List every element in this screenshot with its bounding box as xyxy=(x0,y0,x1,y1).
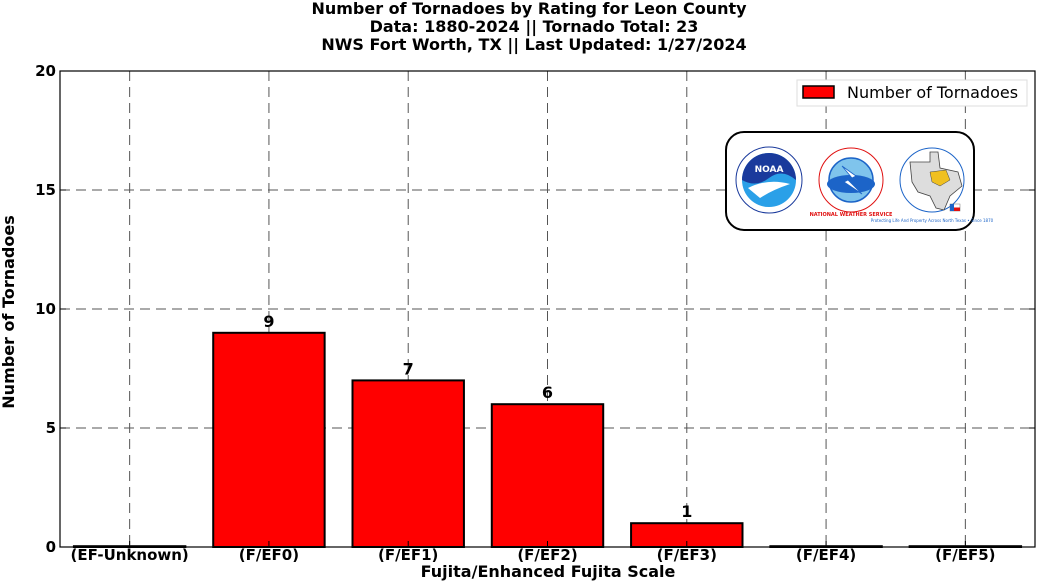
logos-panel: NOAA NATIONAL WEATHER SERVICE Protecting… xyxy=(725,131,994,231)
bar-f-ef2 xyxy=(490,403,605,549)
legend-box xyxy=(796,79,1028,107)
data-label-layer: 9 7 6 1 xyxy=(263,312,692,521)
y-tick-label: 0 xyxy=(46,538,56,556)
y-tick-label: 5 xyxy=(46,419,56,437)
x-tick-layer: (EF-Unknown) (F/EF0) (F/EF1) (F/EF2) (F/EF3)… xyxy=(70,541,996,564)
bar-value-label: 9 xyxy=(263,312,274,331)
x-tick-label: (F/EF1) xyxy=(378,546,438,564)
y-tick-label: 10 xyxy=(35,300,56,318)
bar-f-ef1 xyxy=(351,379,465,548)
bar-value-label: 7 xyxy=(403,359,414,378)
x-tick-label: (F/EF2) xyxy=(517,546,577,564)
y-tick-layer: 0 5 10 15 20 xyxy=(35,62,1035,556)
chart-title-line-2: Data: 1880-2024 || Tornado Total: 23 xyxy=(370,17,699,37)
bar-value-label: 6 xyxy=(542,383,553,402)
y-axis-label: Number of Tornadoes xyxy=(0,215,18,408)
legend-swatch xyxy=(802,85,835,99)
noaa-logo-text: NOAA xyxy=(755,165,784,175)
nws-fort-worth-logo: Protecting Life And Property Across Nort… xyxy=(871,147,994,223)
bar-value-label: 1 xyxy=(681,502,692,521)
noaa-logo: NOAA xyxy=(735,146,803,214)
x-tick-label: (EF-Unknown) xyxy=(70,546,188,564)
x-tick-label: (F/EF4) xyxy=(796,546,856,564)
nws-fort-worth-logo-text: Protecting Life And Property Across Nort… xyxy=(871,218,994,223)
x-axis-label: Fujita/Enhanced Fujita Scale xyxy=(421,562,676,581)
y-tick-label: 15 xyxy=(35,181,56,199)
plot-frame xyxy=(59,70,1036,548)
legend-label: Number of Tornadoes xyxy=(847,83,1018,102)
chart-title-line-3: NWS Fort Worth, TX || Last Updated: 1/27… xyxy=(321,35,746,55)
legend: Number of Tornadoes xyxy=(796,79,1028,107)
x-tick-label: (F/EF5) xyxy=(935,546,995,564)
chart-title-line-1: Number of Tornadoes by Rating for Leon C… xyxy=(311,0,747,18)
y-tick-label: 20 xyxy=(35,62,56,80)
nws-logo: NATIONAL WEATHER SERVICE xyxy=(810,147,893,218)
x-tick-label: (F/EF3) xyxy=(657,546,717,564)
bar-f-ef0 xyxy=(212,331,326,548)
nws-logo-text: NATIONAL WEATHER SERVICE xyxy=(810,212,893,218)
x-tick-label: (F/EF0) xyxy=(239,546,299,564)
